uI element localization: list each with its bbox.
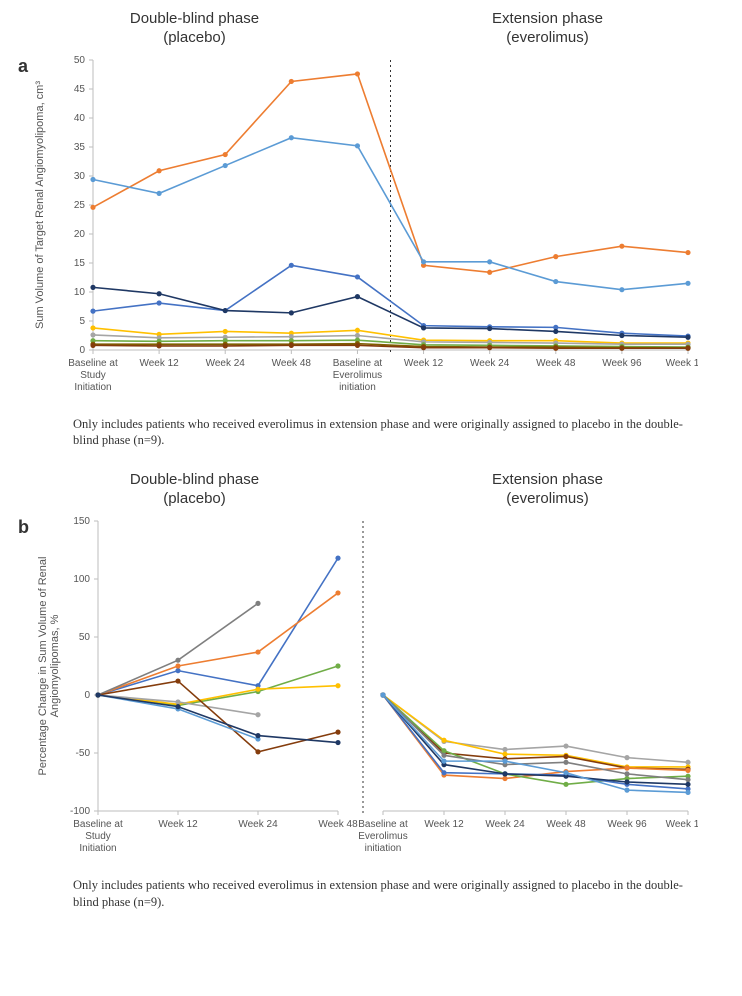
svg-text:10: 10 (74, 287, 86, 298)
svg-text:Week 48: Week 48 (536, 358, 576, 369)
svg-text:Baseline atStudyInitiation: Baseline atStudyInitiation (68, 358, 118, 393)
svg-text:Week 96: Week 96 (602, 358, 642, 369)
phase-label-row-b: Double-blind phase (placebo) Extension p… (18, 471, 724, 509)
svg-text:Week 24: Week 24 (470, 358, 510, 369)
svg-text:40: 40 (74, 113, 86, 124)
panel-a-footnote: Only includes patients who received ever… (73, 416, 703, 450)
svg-text:Week 12: Week 12 (404, 358, 444, 369)
svg-text:0: 0 (79, 345, 85, 356)
phase-label-right-b: Extension phase (everolimus) (371, 471, 724, 509)
panel-a: a 05101520253035404550Baseline atStudyIn… (18, 50, 724, 410)
svg-text:15: 15 (74, 258, 86, 269)
svg-text:Percentage Change in Sum Volum: Percentage Change in Sum Volume of Renal… (37, 556, 61, 775)
svg-text:Week 48: Week 48 (318, 819, 358, 830)
panel-b-svg: -100 -50 0 50 100 150 Baseline atStudyInitiati… (18, 511, 698, 871)
svg-text:Week 12: Week 12 (424, 819, 464, 830)
svg-text:50: 50 (74, 55, 86, 66)
phase-right-line2: (everolimus) (506, 29, 589, 46)
svg-text:35: 35 (74, 142, 86, 153)
phase-right-line1-b: Extension phase (492, 471, 603, 488)
svg-text:150: 150 (73, 516, 90, 527)
svg-text:-100: -100 (70, 806, 90, 817)
svg-text:Week 48: Week 48 (272, 358, 312, 369)
svg-text:20: 20 (74, 229, 86, 240)
panel-b-chart-wrap: -100 -50 0 50 100 150 Baseline atStudyInitiati… (18, 511, 724, 871)
svg-text:Week 24: Week 24 (238, 819, 278, 830)
svg-text:Week 48: Week 48 (546, 819, 586, 830)
phase-left-line1: Double-blind phase (130, 10, 259, 27)
phase-label-row-a: Double-blind phase (placebo) Extension p… (18, 10, 724, 48)
phase-label-left-b: Double-blind phase (placebo) (18, 471, 371, 509)
svg-text:100: 100 (73, 574, 90, 585)
panel-b: b -100-50050100150Baseline atStudyInitia… (18, 511, 724, 871)
phase-right-line1: Extension phase (492, 10, 603, 27)
svg-text:Week 96: Week 96 (607, 819, 647, 830)
panel-a-svg: 0 5 10 15 20 25 30 35 40 45 50 Baseline atStudyInit… (18, 50, 698, 410)
svg-text:0: 0 (84, 690, 90, 701)
svg-text:Week 12: Week 12 (158, 819, 198, 830)
svg-text:-50: -50 (76, 748, 91, 759)
svg-text:Week 24: Week 24 (206, 358, 246, 369)
svg-text:Sum Volume of Target Renal Ang: Sum Volume of Target Renal Angiomyolipom… (34, 80, 46, 328)
svg-text:Week 12: Week 12 (139, 358, 179, 369)
figure-page: { "phaseLabels": { "left_line1": "Double… (0, 0, 742, 953)
svg-text:30: 30 (74, 171, 86, 182)
svg-text:Week 144: Week 144 (666, 358, 698, 369)
svg-text:50: 50 (79, 632, 91, 643)
svg-text:45: 45 (74, 84, 86, 95)
phase-right-line2-b: (everolimus) (506, 490, 589, 507)
svg-text:Baseline atStudyInitiation: Baseline atStudyInitiation (73, 819, 123, 854)
svg-text:Week 144: Week 144 (666, 819, 698, 830)
phase-label-right: Extension phase (everolimus) (371, 10, 724, 48)
phase-label-left: Double-blind phase (placebo) (18, 10, 371, 48)
panel-a-chart-wrap: 0 5 10 15 20 25 30 35 40 45 50 Baseline atStudyInit… (18, 50, 724, 410)
svg-text:Week 24: Week 24 (485, 819, 525, 830)
svg-text:25: 25 (74, 200, 86, 211)
svg-text:Baseline atEverolimusinitiatio: Baseline atEverolimusinitiation (333, 358, 383, 393)
phase-left-line2-b: (placebo) (163, 490, 226, 507)
phase-left-line1-b: Double-blind phase (130, 471, 259, 488)
svg-text:5: 5 (79, 316, 85, 327)
svg-text:Baseline atEverolimusinitiatio: Baseline atEverolimusinitiation (358, 819, 408, 854)
phase-left-line2: (placebo) (163, 29, 226, 46)
panel-b-footnote: Only includes patients who received ever… (73, 877, 703, 911)
